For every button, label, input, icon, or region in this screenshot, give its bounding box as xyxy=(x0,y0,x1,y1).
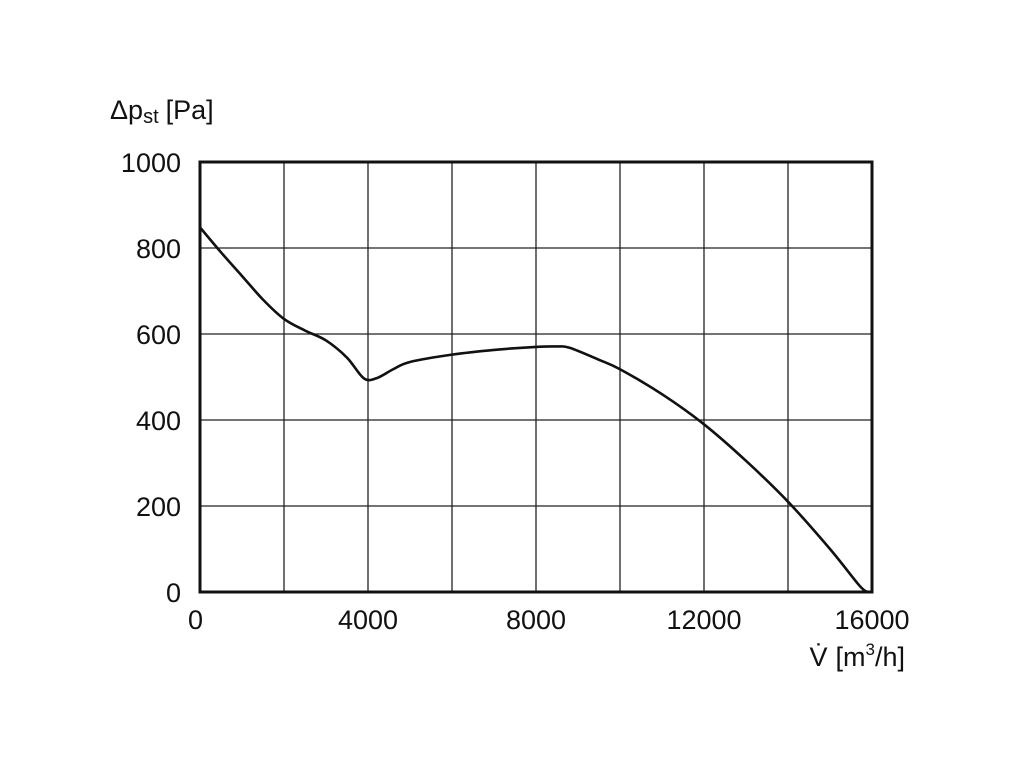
y-tick-label: 400 xyxy=(136,406,181,436)
pressure-curve-line xyxy=(198,226,870,594)
x-axis-symbol: V̇ xyxy=(809,642,827,672)
y-tick-labels: 0 200 400 600 800 1000 xyxy=(121,148,181,608)
x-axis-title: V̇ [m3/h] xyxy=(809,640,905,672)
curve-layer xyxy=(198,226,870,594)
y-tick-label: 600 xyxy=(136,320,181,350)
y-axis-symbol: Δp xyxy=(110,95,143,125)
x-axis-unit-prefix: [m xyxy=(836,642,866,672)
plot-frame xyxy=(198,160,874,594)
x-tick-label: 8000 xyxy=(506,605,566,635)
x-tick-label: 12000 xyxy=(666,605,741,635)
grid xyxy=(200,162,872,592)
x-tick-label: 4000 xyxy=(338,605,398,635)
y-axis-unit: [Pa] xyxy=(166,95,214,125)
y-tick-label: 800 xyxy=(136,234,181,264)
y-axis-title: Δpst [Pa] xyxy=(110,95,214,128)
x-tick-label: 0 xyxy=(188,605,203,635)
y-axis-subscript: st xyxy=(143,106,159,128)
x-axis-unit-superscript: 3 xyxy=(866,640,875,659)
x-tick-label: 16000 xyxy=(834,605,909,635)
y-tick-label: 200 xyxy=(136,492,181,522)
y-tick-label: 1000 xyxy=(121,148,181,178)
x-axis-unit-suffix: /h] xyxy=(875,642,905,672)
y-tick-label: 0 xyxy=(166,578,181,608)
x-tick-labels: 0 4000 8000 12000 16000 xyxy=(188,605,910,635)
